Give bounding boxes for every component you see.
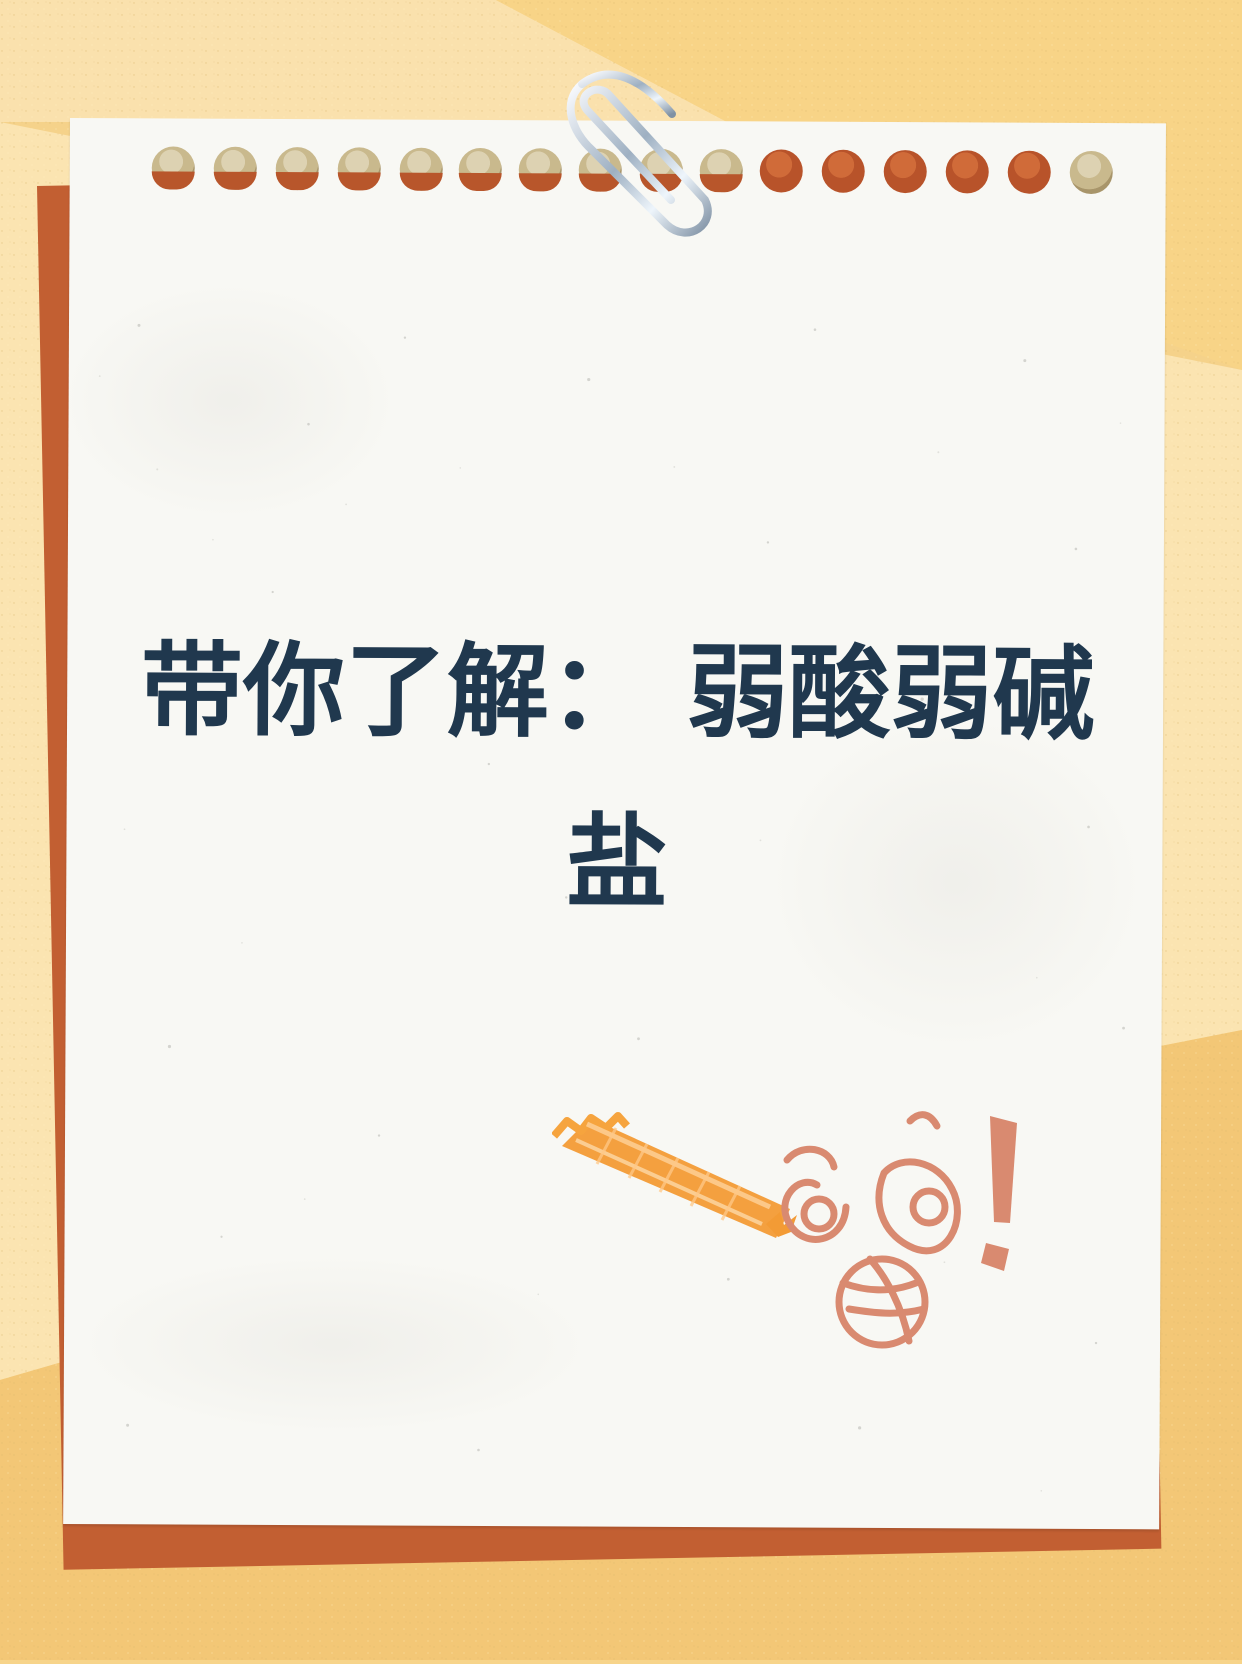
binder-hole	[399, 147, 443, 191]
page-title: 带你了解： 弱酸弱碱 盐	[94, 606, 1141, 951]
paper-speckle-texture	[63, 280, 1147, 1492]
binder-hole	[151, 146, 195, 190]
binder-hole	[1007, 150, 1051, 194]
surprised-face-icon	[781, 1111, 961, 1349]
title-line-1: 带你了解： 弱酸弱碱	[140, 631, 1095, 756]
binder-hole	[1069, 150, 1113, 195]
paperclip-icon	[566, 70, 712, 237]
exclamation-icon	[981, 1116, 1017, 1271]
binder-hole	[759, 149, 803, 193]
binder-hole	[458, 147, 502, 192]
surprised-doodle-group	[552, 1111, 1017, 1349]
washi-tape-icon	[552, 1112, 797, 1238]
title-line-2: 盐	[565, 803, 669, 924]
binder-hole	[337, 147, 381, 191]
notebook-paper: 带你了解： 弱酸弱碱 盐	[63, 118, 1166, 1530]
binder-hole	[883, 149, 927, 194]
binder-hole	[945, 150, 989, 194]
binder-hole	[275, 147, 319, 191]
binder-hole	[821, 149, 865, 193]
binder-hole	[213, 146, 257, 190]
